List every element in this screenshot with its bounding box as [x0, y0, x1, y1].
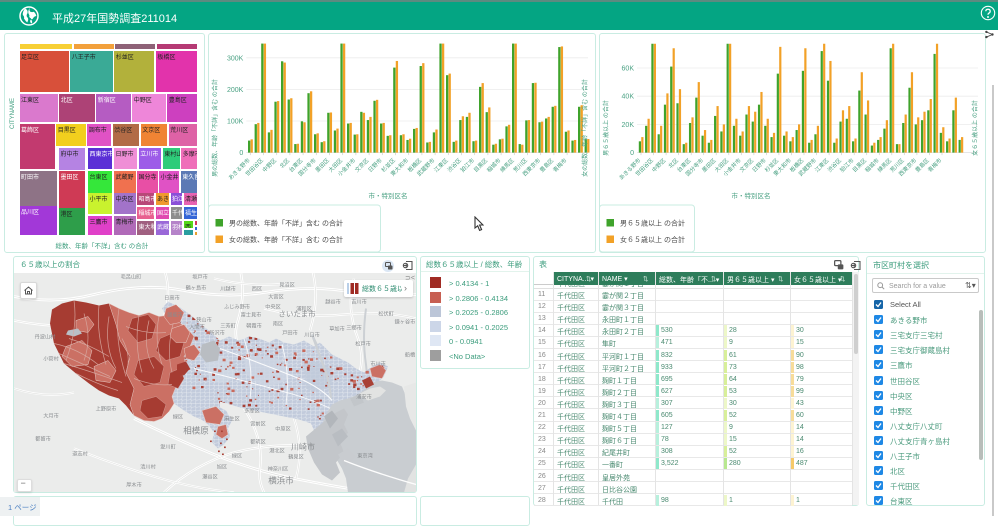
svg-text:市川市: 市川市 [370, 359, 386, 367]
svg-text:飯能市: 飯能市 [167, 310, 183, 318]
svg-text:大宮区: 大宮区 [268, 292, 284, 300]
svg-text:鎌ヶ谷市: 鎌ヶ谷市 [395, 317, 416, 325]
svg-text:丹波山村: 丹波山村 [35, 332, 56, 340]
svg-text:大月市: 大月市 [43, 411, 59, 419]
svg-text:女の総数、年齢「不詳」含む の合計: 女の総数、年齢「不詳」含む の合計 [229, 235, 343, 244]
svg-text:緑区: 緑区 [173, 412, 183, 420]
svg-text:川口市: 川口市 [304, 330, 320, 338]
svg-text:戸田市: 戸田市 [282, 328, 298, 336]
svg-text:川越市: 川越市 [220, 284, 236, 292]
svg-text:見沼区: 見沼区 [279, 280, 295, 288]
svg-text:都留市: 都留市 [35, 434, 51, 442]
svg-text:女６５歳以上 の合計: 女６５歳以上 の合計 [971, 100, 979, 156]
svg-text:松伏町: 松伏町 [378, 309, 394, 317]
svg-text:都筑区: 都筑区 [250, 437, 266, 445]
svg-text:宮前区: 宮前区 [250, 419, 266, 427]
svg-text:上野原市: 上野原市 [96, 404, 117, 412]
svg-text:中央区: 中央区 [265, 302, 281, 310]
svg-text:草加市: 草加市 [329, 324, 345, 332]
svg-text:小菅村: 小菅村 [43, 354, 59, 362]
svg-text:200K: 200K [226, 87, 243, 94]
svg-text:男６５歳以上 の合計: 男６５歳以上 の合計 [620, 219, 685, 228]
svg-text:日高市: 日高市 [164, 293, 180, 301]
svg-text:麻生区: 麻生区 [224, 414, 240, 422]
svg-text:厚木市: 厚木市 [126, 480, 142, 488]
svg-text:中野区: 中野区 [260, 156, 278, 174]
svg-text:瀬谷区: 瀬谷区 [202, 472, 218, 480]
svg-text:所沢市: 所沢市 [209, 328, 225, 336]
svg-text:中原区: 中原区 [275, 424, 291, 432]
svg-text:鶴ヶ島市: 鶴ヶ島市 [186, 283, 207, 291]
svg-text:ふじみ野市: ふじみ野市 [224, 302, 250, 310]
svg-text:三郷市: 三郷市 [346, 323, 362, 331]
svg-text:男の総数、年齢「不詳」含む の合計: 男の総数、年齢「不詳」含む の合計 [229, 219, 343, 228]
svg-text:市・特別区名: 市・特別区名 [368, 191, 407, 200]
svg-text:300K: 300K [226, 55, 243, 62]
svg-text:富士見市: 富士見市 [241, 310, 262, 318]
svg-text:入間市: 入間市 [189, 322, 205, 330]
svg-text:さいたま市: さいたま市 [278, 308, 316, 318]
svg-text:20K: 20K [621, 122, 634, 129]
svg-text:清川村: 清川村 [140, 462, 156, 470]
svg-text:三芳町: 三芳町 [220, 321, 236, 329]
svg-text:川崎市: 川崎市 [291, 441, 315, 451]
svg-text:浦安市: 浦安市 [356, 392, 372, 400]
svg-text:女の総数、年齢「不詳」含む の合計: 女の総数、年齢「不詳」含む の合計 [581, 79, 589, 177]
svg-text:市・特別区名: 市・特別区名 [731, 191, 770, 200]
svg-text:青梅市: 青梅市 [550, 156, 568, 174]
svg-text:0: 0 [630, 150, 634, 157]
svg-text:男の総数、年齢「不詳」含む の合計: 男の総数、年齢「不詳」含む の合計 [211, 79, 219, 177]
svg-text:多摩区: 多摩区 [244, 406, 260, 414]
svg-text:鶴見区: 鶴見区 [288, 452, 304, 460]
svg-text:東京湾: 東京湾 [357, 451, 373, 459]
svg-text:40K: 40K [621, 94, 634, 101]
svg-text:男６５歳以上 の合計: 男６５歳以上 の合計 [602, 100, 610, 156]
svg-text:中野区: 中野区 [649, 156, 667, 174]
svg-text:緑区: 緑区 [232, 451, 242, 459]
svg-text:越谷市: 越谷市 [325, 297, 341, 305]
svg-text:浦和区: 浦和区 [296, 304, 312, 312]
svg-text:道志村: 道志村 [72, 449, 88, 457]
svg-text:100K: 100K [226, 119, 243, 126]
svg-text:神奈川区: 神奈川区 [268, 464, 289, 472]
svg-text:松戸市: 松戸市 [355, 339, 371, 347]
svg-text:毛呂山町: 毛呂山町 [121, 273, 142, 281]
svg-text:横浜市: 横浜市 [268, 475, 294, 485]
svg-text:旭区: 旭区 [217, 462, 227, 470]
svg-text:吉川市: 吉川市 [351, 297, 367, 305]
svg-text:狭山市: 狭山市 [196, 315, 212, 323]
svg-text:南区: 南区 [273, 319, 283, 327]
svg-text:愛川町: 愛川町 [160, 442, 176, 450]
svg-text:相模原: 相模原 [183, 425, 209, 435]
svg-text:女６５歳以上 の合計: 女６５歳以上 の合計 [620, 235, 685, 244]
svg-text:坂戸市: 坂戸市 [192, 273, 208, 281]
svg-text:60K: 60K [621, 66, 634, 73]
svg-text:0: 0 [239, 150, 243, 157]
svg-text:港北区: 港北区 [269, 446, 285, 454]
svg-text:朝霞市: 朝霞市 [246, 321, 262, 329]
svg-text:船橋: 船橋 [405, 350, 416, 358]
svg-text:西区: 西区 [252, 285, 262, 292]
svg-text:青梅市: 青梅市 [925, 156, 943, 174]
